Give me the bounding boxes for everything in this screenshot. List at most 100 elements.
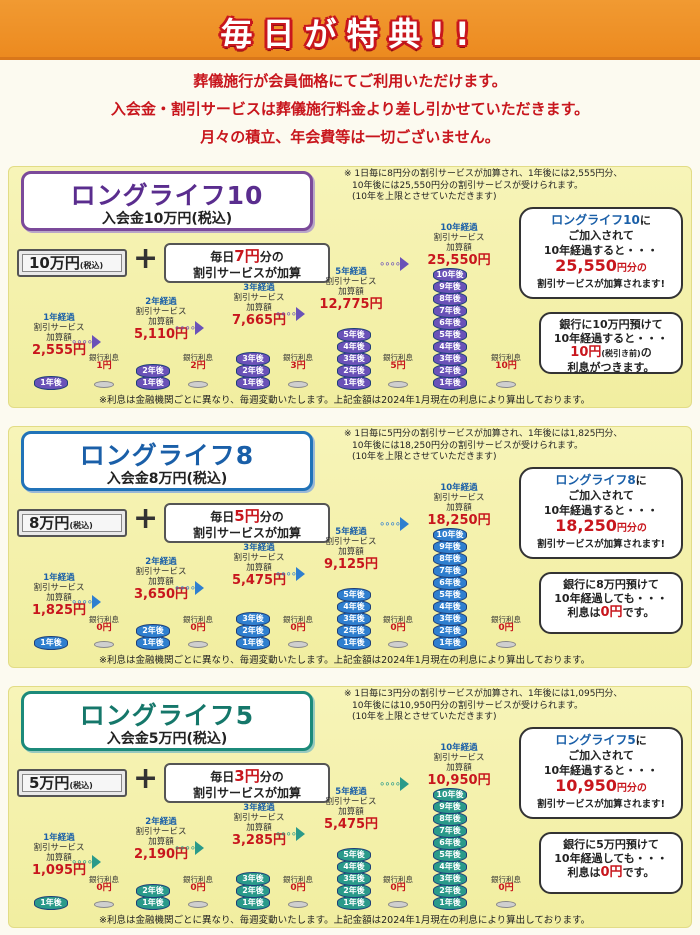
bank-bubble-line4: 利息は [567, 606, 601, 619]
coin: 10年後 [433, 528, 467, 542]
coin: 5年後 [433, 848, 467, 862]
bank-bubble-amount: 10円 [570, 345, 602, 360]
stage-amount: 3,650円 [133, 587, 189, 602]
stage-label: 3年経過 割引サービス 加算額 3,285円 [227, 803, 291, 848]
plan-note: ※ 1日毎に8円分の割引サービスが加算され、1年後には2,555円分、 10年後に… [344, 169, 689, 204]
plan-name: ロングライフ5 [79, 701, 255, 730]
coin: 3年後 [433, 352, 467, 366]
daily-post: 分の [259, 510, 284, 524]
coin: 2年後 [136, 624, 170, 638]
header-banner: 毎日が特典!! [0, 0, 700, 60]
coin: 2年後 [433, 624, 467, 638]
note-line: ※ 1日毎に8円分の割引サービスが加算され、1年後には2,555円分、 [344, 169, 623, 179]
bank-bubble-post: です。 [622, 866, 655, 879]
coin: 4年後 [337, 600, 371, 614]
progress-arrow: ∘∘∘∘ [379, 777, 410, 791]
bubble-line3: 10年経過すると・・・ [543, 764, 659, 777]
coin: 1年後 [433, 896, 467, 910]
stage-addlabel: 加算額 [338, 287, 364, 297]
bank-coin [388, 381, 408, 388]
stage-service: 割引サービス [233, 293, 285, 303]
plan-panel: ロングライフ8 入会金8万円(税込) ※ 1日毎に5円分の割引サービスが加算され、1… [8, 426, 692, 668]
bank-bubble-line4: 利息がつきます。 [567, 361, 655, 374]
bank-value: 2円 [190, 361, 206, 371]
coin: 8年後 [433, 552, 467, 566]
plan-name-box: ロングライフ8 入会金8万円(税込) [21, 431, 313, 491]
plan-fee: 入会金10万円(税込) [101, 211, 233, 227]
stage-label: 10年経過 割引サービス 加算額 25,550円 [427, 223, 491, 268]
bubble-amount: 10,950 [555, 776, 617, 795]
stage-addlabel: 加算額 [46, 853, 72, 863]
bank-coin [188, 901, 208, 908]
daily-pre: 毎日 [210, 250, 235, 264]
stage-years: 10年経過 [440, 223, 478, 233]
bank-coin [496, 381, 516, 388]
deposit-box: 8万円(税込) [17, 509, 127, 537]
coin: 2年後 [337, 624, 371, 638]
note-line: (10年を上限とさせていただきます) [352, 452, 497, 462]
coin: 5年後 [433, 588, 467, 602]
coin: 2年後 [433, 884, 467, 898]
stage-service: 割引サービス [433, 233, 485, 243]
bank-value: 0円 [290, 883, 306, 893]
bank-bubble-line1: 銀行に5万円預けて [563, 838, 659, 851]
stage-amount: 25,550円 [427, 253, 491, 268]
stage-amount: 1,825円 [31, 603, 87, 618]
coin: 7年後 [433, 564, 467, 578]
coin: 6年後 [433, 836, 467, 850]
intro-line-1: 葬儀施行が会員価格にてご利用いただけます。 [193, 72, 507, 90]
plan-note: ※ 1日毎に5円分の割引サービスが加算され、1年後には1,825円分、 10年後に… [344, 429, 689, 464]
bank-label: 銀行利息 [89, 875, 119, 884]
bubble-line2: ご加入されて [568, 489, 634, 502]
plus-sign: + [133, 241, 159, 276]
bank-value: 10円 [495, 361, 517, 371]
stage-label: 5年経過 割引サービス 加算額 12,775円 [319, 267, 383, 312]
coin: 1年後 [34, 636, 68, 650]
progress-arrow: ∘∘∘∘ [275, 827, 306, 841]
bank-interest: 銀行利息 2円 [181, 353, 215, 371]
daily-line2: 割引サービスが加算 [192, 526, 301, 540]
coin: 3年後 [236, 612, 270, 626]
bubble-line5: 割引サービスが加算されます! [537, 539, 665, 550]
coin: 5年後 [337, 588, 371, 602]
note-line: 10年後には18,250円分の割引サービスが受けられます。 [352, 440, 584, 451]
note-line: (10年を上限とさせていただきます) [352, 192, 497, 202]
progress-arrow: ∘∘∘∘ [275, 307, 306, 321]
daily-amount: 3円 [234, 767, 260, 785]
bubble-plan: ロングライフ5 [555, 733, 636, 747]
result-bubble: ロングライフ5に ご加入されて 10年経過すると・・・ 10,950円分の 割引サービス… [519, 727, 683, 819]
plan-name-box: ロングライフ10 入会金10万円(税込) [21, 171, 313, 231]
stage-years: 10年経過 [440, 483, 478, 493]
progress-arrow: ∘∘∘∘ [174, 581, 205, 595]
plan-panel: ロングライフ10 入会金10万円(税込) ※ 1日毎に8円分の割引サービスが加算され… [8, 166, 692, 408]
bank-label: 銀行利息 [491, 615, 521, 624]
daily-discount-box: 毎日7円分の 割引サービスが加算 [164, 243, 330, 283]
note-line: ※ 1日毎に5円分の割引サービスが加算され、1年後には1,825円分、 [344, 429, 623, 439]
coin: 2年後 [433, 364, 467, 378]
coin: 1年後 [433, 636, 467, 650]
bank-coin [288, 901, 308, 908]
bank-bubble-amount: 0円 [600, 605, 623, 620]
stage-years: 2年経過 [145, 297, 177, 307]
bank-bubble-sub: (税引き前) [601, 349, 641, 358]
plan-fee: 入会金5万円(税込) [106, 731, 228, 747]
coin: 8年後 [433, 292, 467, 306]
stage-service: 割引サービス [135, 827, 187, 837]
progress-arrow: ∘∘∘∘ [71, 335, 102, 349]
stage-amount: 3,285円 [231, 833, 287, 848]
stage-years: 3年経過 [243, 283, 275, 293]
deposit-box: 5万円(税込) [17, 769, 127, 797]
bank-bubble-line1: 銀行に8万円預けて [563, 578, 659, 591]
stage-service: 割引サービス [433, 493, 485, 503]
stage-service: 割引サービス [33, 843, 85, 853]
note-line: (10年を上限とさせていただきます) [352, 712, 497, 722]
stage-years: 5年経過 [335, 787, 367, 797]
bubble-plan: ロングライフ10 [551, 213, 640, 227]
stage-amount: 2,190円 [133, 847, 189, 862]
bank-coin [94, 901, 114, 908]
plus-sign: + [133, 761, 159, 796]
bank-interest: 銀行利息 0円 [87, 615, 121, 633]
deposit-amount: 10万円 [29, 254, 80, 272]
deposit-tax: (税込) [69, 781, 93, 790]
coin: 9年後 [433, 280, 467, 294]
